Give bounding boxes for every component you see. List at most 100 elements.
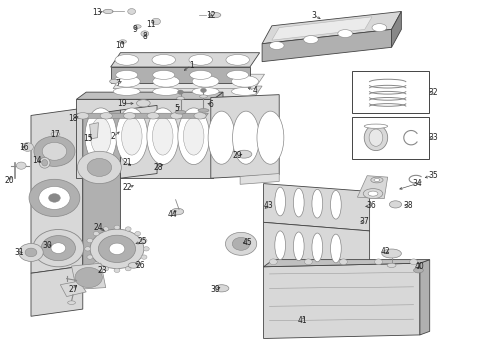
Text: 41: 41 (298, 316, 307, 325)
Ellipse shape (178, 108, 210, 165)
Polygon shape (116, 86, 262, 98)
Polygon shape (90, 123, 98, 139)
Ellipse shape (371, 177, 383, 183)
Circle shape (374, 259, 382, 265)
Ellipse shape (270, 41, 284, 49)
Text: 21: 21 (122, 158, 131, 167)
Ellipse shape (275, 231, 286, 260)
Ellipse shape (116, 108, 147, 165)
Circle shape (33, 229, 84, 267)
Text: 13: 13 (93, 8, 102, 17)
Polygon shape (262, 12, 401, 44)
Ellipse shape (39, 157, 50, 168)
Polygon shape (420, 260, 430, 335)
Circle shape (114, 225, 120, 229)
Ellipse shape (122, 117, 142, 155)
Circle shape (75, 267, 102, 288)
Polygon shape (213, 92, 223, 178)
Ellipse shape (68, 301, 75, 305)
Circle shape (141, 238, 147, 243)
Ellipse shape (110, 79, 119, 84)
Ellipse shape (294, 232, 304, 261)
Ellipse shape (190, 71, 212, 80)
Text: 26: 26 (135, 261, 145, 270)
Polygon shape (392, 12, 401, 47)
Ellipse shape (42, 159, 48, 166)
Ellipse shape (209, 12, 221, 18)
Circle shape (34, 136, 75, 166)
Circle shape (39, 186, 70, 210)
Circle shape (51, 243, 66, 253)
Ellipse shape (123, 113, 136, 119)
Circle shape (200, 88, 206, 93)
Ellipse shape (226, 54, 249, 65)
Ellipse shape (312, 233, 323, 262)
Text: 39: 39 (211, 285, 220, 294)
Polygon shape (72, 263, 106, 289)
Ellipse shape (115, 54, 139, 65)
Polygon shape (76, 92, 223, 99)
Text: 45: 45 (243, 238, 252, 247)
Ellipse shape (414, 268, 423, 273)
Ellipse shape (153, 71, 175, 80)
Ellipse shape (198, 109, 209, 112)
Ellipse shape (119, 40, 126, 43)
Ellipse shape (189, 54, 213, 65)
Circle shape (125, 267, 131, 271)
Polygon shape (211, 95, 279, 178)
Ellipse shape (233, 111, 259, 164)
Text: 42: 42 (381, 247, 391, 256)
Text: 4: 4 (252, 86, 257, 95)
Ellipse shape (374, 179, 380, 181)
Circle shape (87, 158, 112, 176)
Ellipse shape (331, 190, 341, 219)
Polygon shape (111, 53, 260, 67)
Ellipse shape (338, 30, 352, 37)
Circle shape (85, 247, 91, 251)
Ellipse shape (390, 201, 402, 208)
Text: 14: 14 (32, 156, 42, 165)
Text: 37: 37 (360, 217, 369, 226)
Ellipse shape (147, 108, 179, 165)
Text: 43: 43 (264, 201, 273, 210)
Ellipse shape (153, 76, 180, 87)
Circle shape (19, 243, 43, 261)
Circle shape (270, 259, 277, 265)
Text: 38: 38 (404, 201, 414, 210)
Circle shape (25, 248, 37, 257)
Text: 31: 31 (14, 248, 24, 257)
Circle shape (93, 262, 99, 266)
Ellipse shape (363, 189, 383, 199)
Text: 24: 24 (94, 223, 103, 232)
Ellipse shape (175, 111, 186, 114)
Ellipse shape (137, 100, 150, 107)
Text: 18: 18 (68, 114, 78, 123)
Text: 20: 20 (5, 176, 14, 185)
Polygon shape (76, 99, 213, 178)
Circle shape (177, 90, 183, 94)
Ellipse shape (257, 111, 284, 164)
Circle shape (90, 229, 144, 269)
Ellipse shape (304, 36, 318, 44)
Text: 36: 36 (366, 201, 376, 210)
Ellipse shape (208, 111, 235, 164)
Circle shape (93, 231, 99, 236)
Polygon shape (240, 174, 279, 184)
Ellipse shape (387, 263, 396, 267)
Ellipse shape (331, 234, 341, 263)
Polygon shape (272, 17, 372, 40)
Text: 27: 27 (68, 285, 78, 294)
Ellipse shape (183, 117, 204, 155)
Ellipse shape (236, 150, 252, 158)
Polygon shape (264, 263, 420, 338)
Ellipse shape (103, 9, 113, 14)
Circle shape (125, 227, 131, 231)
Ellipse shape (232, 76, 258, 87)
Ellipse shape (227, 71, 248, 80)
Polygon shape (74, 113, 208, 118)
Polygon shape (31, 266, 83, 316)
Ellipse shape (382, 249, 401, 258)
Text: 12: 12 (206, 10, 216, 19)
Ellipse shape (100, 113, 112, 119)
Circle shape (16, 162, 26, 169)
